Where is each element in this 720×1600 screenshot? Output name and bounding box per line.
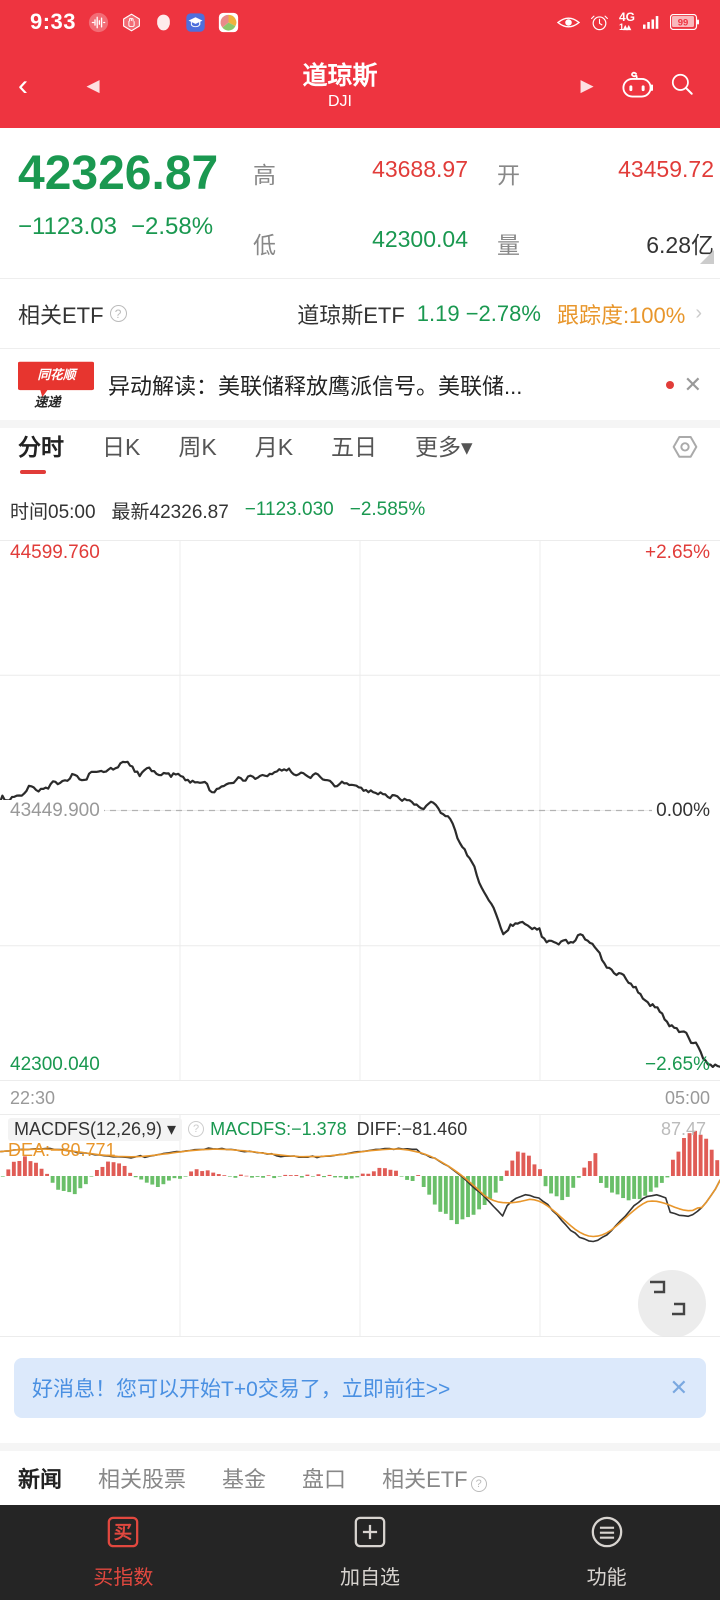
svg-text:买: 买 <box>114 1521 132 1542</box>
svg-text:同花顺: 同花顺 <box>38 367 78 381</box>
svg-text:99: 99 <box>678 18 689 29</box>
svg-text:速递: 速递 <box>34 394 62 409</box>
